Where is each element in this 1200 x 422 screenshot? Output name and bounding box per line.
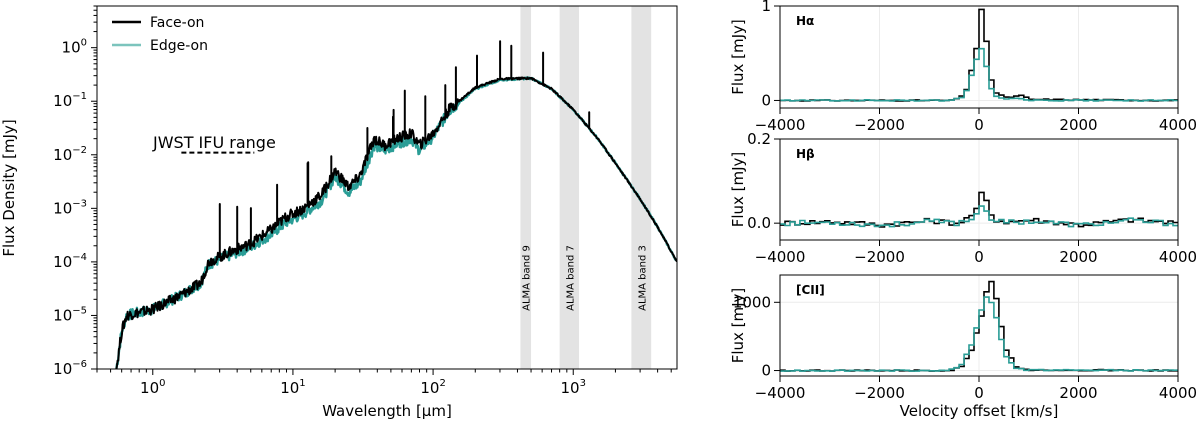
- panel-x-tick-label: 4000: [1159, 116, 1197, 134]
- line-panel-1: 0.0 0.2 −4000 −2000 0 2000 4000 Hβ Flux [mJy]: [729, 130, 1197, 266]
- panel-0-line-edge-on: [780, 47, 1178, 102]
- panel-x-tick-label: 0: [974, 116, 984, 134]
- sed-y-tick-label: 10−1: [53, 91, 87, 110]
- sed-y-tick-label: 10−5: [53, 305, 87, 324]
- panel-y-tick-label: 0: [761, 362, 771, 380]
- sed-x-tick-label: 100: [140, 378, 165, 397]
- line-panel-0: 0 1 −4000 −2000 0 2000 4000 Hα Flux [mJy]: [729, 0, 1197, 134]
- sed-x-label: Wavelength [μm]: [322, 402, 452, 420]
- sed-y-ticks: 10−6 10−5 10−4 10−3 10−2 10−1 100: [53, 5, 97, 378]
- panel-y-tick-label: 1000: [733, 293, 771, 311]
- panel-label: Hβ: [796, 147, 815, 161]
- sed-x-tick-label: 102: [420, 378, 445, 397]
- sed-series: [115, 40, 677, 369]
- sed-y-tick-label: 10−4: [53, 252, 87, 271]
- alma-band-label: ALMA band 9: [522, 245, 533, 311]
- sed-legend: Face-on Edge-on: [112, 15, 208, 54]
- panel-x-tick-label: 2000: [1059, 248, 1097, 266]
- panel-x-tick-label: −4000: [755, 384, 806, 402]
- sed-line-face-on: [115, 40, 677, 369]
- panel-1-line-edge-on: [780, 205, 1178, 228]
- sed-y-tick-label: 10−2: [53, 145, 87, 164]
- alma-band-label: ALMA band 3: [637, 245, 648, 311]
- panel-label: Hα: [796, 14, 814, 28]
- panel-y-label: Flux [mJy]: [729, 288, 747, 364]
- panel-x-tick-label: −4000: [755, 116, 806, 134]
- sed-y-label: Flux Density [mJy]: [0, 119, 18, 256]
- sed-y-tick-label: 10−6: [53, 359, 87, 378]
- sed-frame: [96, 5, 678, 370]
- sed-y-tick-label: 10−3: [53, 198, 87, 217]
- alma-bands: ALMA band 9 ALMA band 7 ALMA band 3: [520, 6, 652, 369]
- legend-label-face-on: Face-on: [150, 15, 204, 31]
- panel-x-tick-label: −2000: [854, 384, 905, 402]
- jwst-label: JWST IFU range: [152, 133, 276, 152]
- sed-x-tick-label: 101: [280, 378, 305, 397]
- line-panel-2: 0 1000 −4000 −2000 0 2000 4000 [CII] Flux [mJy]: [729, 274, 1197, 402]
- panel-y-tick-label: 0: [761, 91, 771, 109]
- panel-x-tick-label: 0: [974, 248, 984, 266]
- panel-x-tick-label: 0: [974, 384, 984, 402]
- alma-band-0: [520, 6, 532, 369]
- sed-x-ticks: 100 101 102 103: [96, 369, 672, 397]
- panel-x-tick-label: −2000: [854, 116, 905, 134]
- panel-x-tick-label: 4000: [1159, 248, 1197, 266]
- sed-x-tick-label: 103: [561, 378, 586, 397]
- alma-band-1: [559, 6, 580, 369]
- sed-y-tick-label: 100: [62, 38, 87, 57]
- panel-x-tick-label: 2000: [1059, 384, 1097, 402]
- panel-y-tick-label: 1: [761, 0, 771, 15]
- panel-label: [CII]: [796, 283, 825, 297]
- panel-x-tick-label: −2000: [854, 248, 905, 266]
- panel-y-label: Flux [mJy]: [729, 19, 747, 95]
- alma-band-2: [631, 6, 652, 369]
- panel-x-tick-label: 2000: [1059, 116, 1097, 134]
- sed-panel: ALMA band 9 ALMA band 7 ALMA band 3 100 101…: [0, 5, 678, 420]
- panel-x-tick-label: −4000: [755, 248, 806, 266]
- panel-y-label: Flux [mJy]: [729, 152, 747, 228]
- legend-label-edge-on: Edge-on: [150, 38, 208, 54]
- sed-line-edge-on: [115, 76, 677, 369]
- velocity-x-label: Velocity offset [km/s]: [900, 402, 1059, 420]
- panel-x-tick-label: 4000: [1159, 384, 1197, 402]
- panel-y-tick-label: 0.0: [747, 214, 771, 232]
- panel-2-line-edge-on: [780, 296, 1178, 372]
- panel-y-tick-label: 0.2: [747, 130, 771, 148]
- alma-band-label: ALMA band 7: [565, 245, 576, 311]
